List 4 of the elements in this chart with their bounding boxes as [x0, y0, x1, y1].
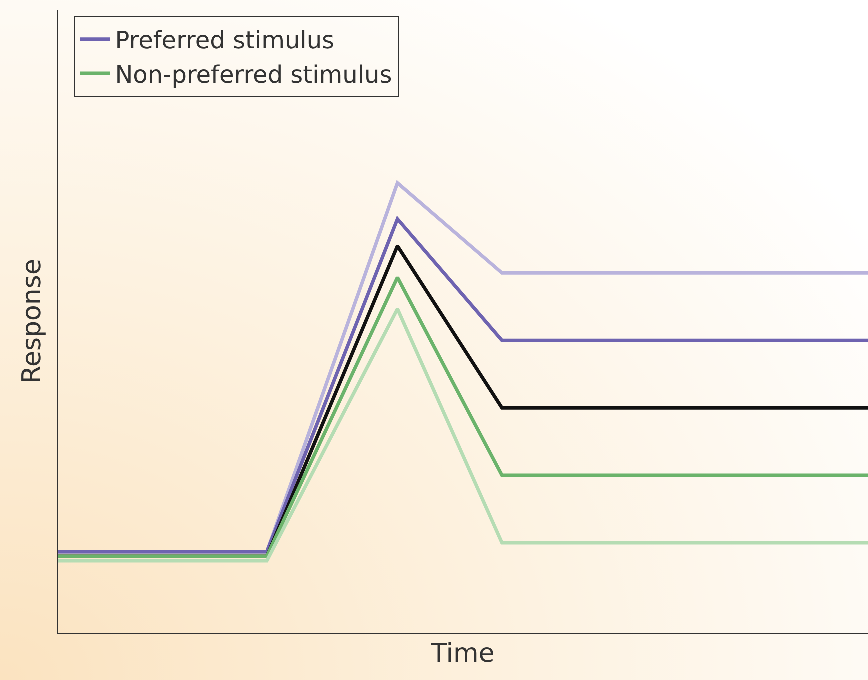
legend-label: Non-preferred stimulus	[115, 60, 392, 89]
legend-label: Preferred stimulus	[115, 26, 335, 55]
y-axis-title: Response	[17, 259, 48, 384]
x-axis-title: Time	[430, 639, 495, 670]
